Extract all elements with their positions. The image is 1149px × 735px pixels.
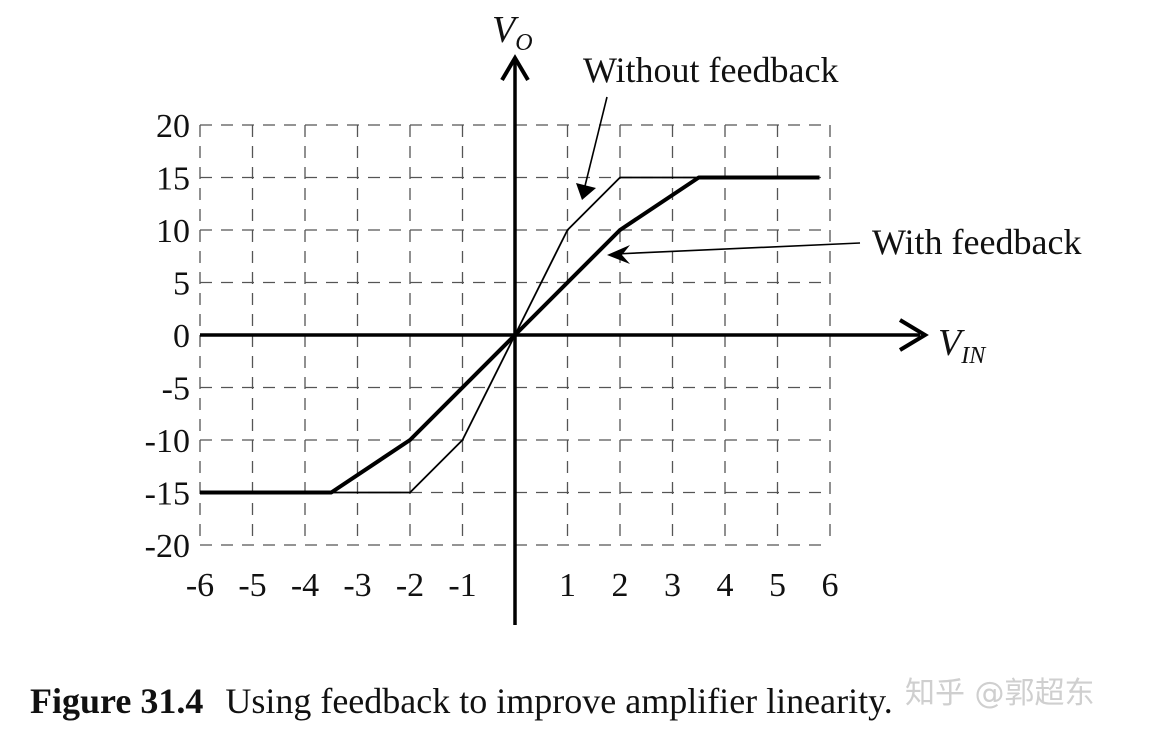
y-tick-label: 10: [156, 213, 190, 250]
y-tick-label: -20: [145, 528, 190, 565]
figure-caption: Figure 31.4 Using feedback to improve amp…: [30, 680, 893, 722]
arrowhead-icon: [607, 245, 630, 264]
caption-text: Using feedback to improve amplifier line…: [225, 681, 893, 721]
y-tick-label: -15: [145, 476, 190, 513]
x-tick-label: -6: [186, 567, 214, 604]
annotation-arrow: [614, 242, 861, 255]
y-tick-label: 0: [173, 318, 190, 355]
x-tick-label: 1: [559, 567, 576, 604]
x-tick-label: 3: [664, 567, 681, 604]
x-tick-label: -3: [343, 567, 371, 604]
y-axis-label: VO: [492, 9, 533, 56]
y-tick-label: 15: [156, 161, 190, 198]
x-tick-label: 6: [822, 567, 839, 604]
x-tick-label: -1: [448, 567, 476, 604]
watermark: 知乎 @郭超东: [905, 676, 1095, 711]
annotation-without-feedback: Without feedback: [583, 50, 838, 90]
x-tick-label: -2: [396, 567, 424, 604]
annotation-arrow: [583, 96, 608, 191]
figure-number: Figure 31.4: [30, 681, 204, 721]
x-axis-arrow-icon: [898, 318, 929, 352]
series-with-feedback: [200, 175, 820, 495]
x-tick-label: 5: [769, 567, 786, 604]
y-tick-label: 20: [156, 108, 190, 145]
y-axis-arrow-icon: [500, 54, 530, 82]
x-tick-label: -4: [291, 567, 319, 604]
y-tick-label: -10: [145, 423, 190, 460]
x-tick-label: -5: [238, 567, 266, 604]
y-tick-label: -5: [162, 371, 190, 408]
annotation-with-feedback: With feedback: [872, 222, 1081, 262]
arrowhead-icon: [576, 183, 596, 200]
x-tick-label: 2: [612, 567, 629, 604]
x-axis-label: VIN: [938, 322, 987, 369]
x-tick-label: 4: [717, 567, 734, 604]
y-tick-label: 5: [173, 266, 190, 303]
